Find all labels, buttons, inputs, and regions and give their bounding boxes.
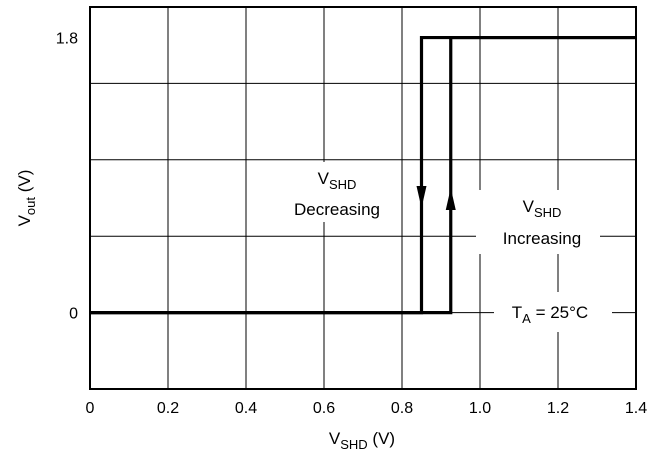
arrow-decreasing [416,186,427,208]
annotation-decreasing-bg [282,162,392,222]
y-tick-label: 0 [69,306,78,323]
annotation-increasing-line1: VSHD [523,197,562,220]
x-tick-label: 0 [86,400,95,417]
annotation-increasing-bg [476,190,600,254]
annotation-increasing: VSHD Increasing [476,190,600,254]
annotation-increasing-line2: Increasing [503,229,581,248]
arrow-layer [416,186,456,210]
plot-frame [89,6,637,390]
tick-labels: 0 0.2 0.4 0.6 0.8 1.0 1.2 1.4 0 1.8 [56,31,647,417]
x-tick-label: 0.4 [235,400,257,417]
annotation-decreasing-line1: VSHD [318,169,357,192]
x-tick-label: 0.8 [391,400,413,417]
y-axis-label: Vout (V) [15,170,38,227]
x-tick-label: 1.0 [469,400,491,417]
annotation-decreasing: VSHD Decreasing [282,162,392,222]
annotation-temperature: TA = 25°C [494,292,612,332]
series-layer [90,35,636,315]
annotation-decreasing-line2: Decreasing [294,200,380,219]
series-line-increasing [90,35,636,315]
y-tick-label: 1.8 [56,31,78,48]
arrow-increasing [445,188,456,210]
x-axis-label: VSHD (V) [329,429,395,452]
x-tick-label: 1.2 [547,400,569,417]
x-tick-label: 1.4 [625,400,647,417]
x-tick-label: 0.6 [313,400,335,417]
x-tick-label: 0.2 [157,400,179,417]
annotation-temperature-bg [494,292,612,332]
annotation-temperature-text: TA = 25°C [512,303,588,326]
